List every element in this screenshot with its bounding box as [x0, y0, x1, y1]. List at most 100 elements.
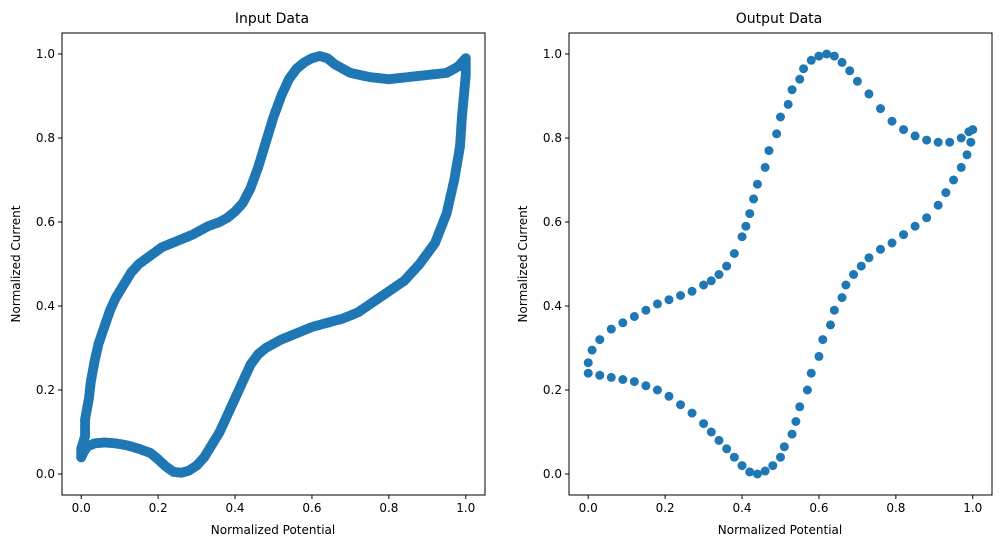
- data-point: [583, 358, 593, 368]
- data-point: [722, 444, 732, 454]
- data-point: [664, 295, 674, 305]
- data-point: [652, 385, 662, 395]
- y-tick-label: 0.8: [36, 131, 55, 145]
- x-tick-label: 1.0: [963, 501, 982, 515]
- data-point: [618, 318, 628, 328]
- data-point: [595, 335, 605, 345]
- data-point: [745, 209, 755, 219]
- data-point: [764, 146, 774, 156]
- data-point: [722, 261, 732, 271]
- x-axis-label: Normalized Potential: [211, 523, 335, 537]
- data-point: [737, 232, 747, 242]
- y-axis-ticks: 0.0 0.2 0.4 0.6 0.8 1.0: [36, 47, 62, 481]
- data-point: [814, 51, 824, 61]
- data-point: [664, 391, 674, 401]
- y-tick-label: 1.0: [543, 47, 562, 61]
- y-tick-label: 0.8: [543, 131, 562, 145]
- data-point: [741, 221, 751, 231]
- data-point: [845, 66, 855, 76]
- y-tick-label: 0.6: [36, 215, 55, 229]
- data-point: [783, 99, 793, 109]
- data-point: [768, 461, 778, 471]
- data-point: [752, 469, 762, 479]
- data-point: [910, 221, 920, 231]
- y-tick-label: 1.0: [36, 47, 55, 61]
- data-point: [899, 125, 909, 135]
- x-axis-ticks: 0.0 0.2 0.4 0.6 0.8 1.0: [72, 495, 475, 515]
- data-point: [587, 345, 597, 355]
- data-point: [922, 135, 932, 145]
- data-point: [676, 400, 686, 410]
- data-point: [837, 293, 847, 303]
- scatter-points: [583, 49, 978, 479]
- data-point: [714, 435, 724, 445]
- data-point: [652, 299, 662, 309]
- data-point: [910, 131, 920, 141]
- data-point: [825, 320, 835, 330]
- data-point: [787, 85, 797, 95]
- y-tick-label: 0.4: [36, 299, 55, 313]
- data-point: [899, 230, 909, 240]
- data-point: [837, 57, 847, 67]
- data-point: [699, 419, 709, 429]
- x-tick-label: 0.8: [379, 501, 398, 515]
- y-axis-label: Normalized Current: [516, 205, 530, 322]
- x-tick-label: 0.2: [656, 501, 675, 515]
- data-point: [714, 270, 724, 279]
- data-point: [776, 112, 785, 122]
- y-axis-label: Normalized Current: [9, 205, 23, 322]
- y-tick-label: 0.2: [543, 383, 562, 397]
- plot-frame: [61, 32, 486, 496]
- data-point: [706, 276, 716, 286]
- data-point: [779, 442, 789, 452]
- data-point: [887, 116, 897, 126]
- x-axis-label: Normalized Potential: [718, 523, 842, 537]
- data-point: [933, 137, 943, 147]
- data-point: [618, 375, 628, 384]
- data-point: [887, 238, 897, 248]
- data-point: [772, 129, 782, 139]
- y-tick-label: 0.2: [36, 383, 55, 397]
- data-point: [687, 408, 697, 418]
- data-point: [841, 280, 851, 290]
- x-tick-label: 0.2: [149, 501, 168, 515]
- data-point: [629, 312, 639, 321]
- data-point: [829, 51, 839, 61]
- data-point: [802, 385, 812, 395]
- data-point: [849, 270, 859, 279]
- data-point: [641, 381, 651, 391]
- chart-title: Output Data: [736, 11, 823, 27]
- data-point: [962, 150, 972, 160]
- data-point: [875, 244, 885, 254]
- data-point: [949, 175, 959, 185]
- output-data-chart: Output Data 0.0 0.2 0.4 0.6 0.8 1.0 0.0 0.2 0.4…: [516, 11, 993, 537]
- data-point: [799, 64, 809, 74]
- x-tick-label: 0.8: [886, 501, 905, 515]
- x-tick-label: 0.4: [225, 501, 244, 515]
- data-point: [856, 261, 866, 271]
- data-point: [875, 104, 885, 114]
- y-tick-label: 0.4: [543, 299, 562, 313]
- data-point: [941, 188, 951, 198]
- y-tick-label: 0.0: [36, 467, 55, 481]
- data-point: [945, 137, 955, 147]
- data-point: [729, 249, 739, 258]
- data-point: [818, 335, 828, 345]
- x-tick-label: 0.0: [579, 501, 598, 515]
- y-tick-label: 0.0: [543, 467, 562, 481]
- data-point: [606, 372, 616, 382]
- data-point: [787, 429, 797, 439]
- data-point: [966, 137, 976, 147]
- data-point: [806, 368, 816, 378]
- data-point: [806, 55, 816, 65]
- data-point: [760, 466, 770, 476]
- data-point: [583, 368, 593, 378]
- data-point: [968, 125, 978, 135]
- data-point: [795, 74, 805, 84]
- data-point: [629, 377, 639, 387]
- chart-title: Input Data: [235, 11, 309, 27]
- data-point: [922, 213, 932, 223]
- data-point: [687, 286, 697, 296]
- data-point: [606, 324, 616, 334]
